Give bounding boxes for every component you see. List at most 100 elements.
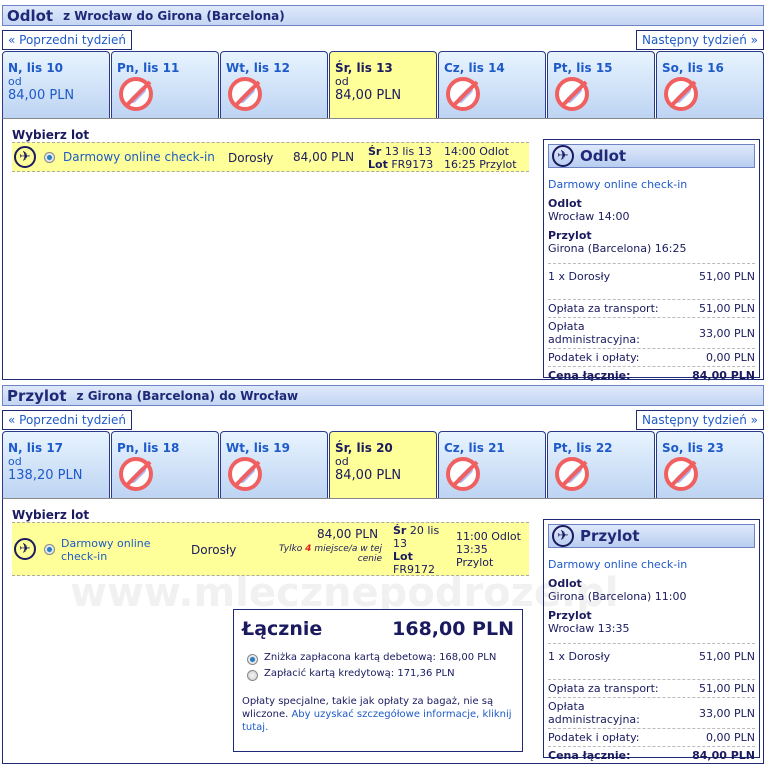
tab-price: 84,00 PLN	[8, 88, 75, 103]
summary-key: Podatek i opłaty:	[548, 731, 640, 744]
tab-date: Cz, lis 21	[444, 441, 505, 455]
summary-key: 1 x Dorosły	[548, 270, 611, 283]
section-route: z Wrocław do Girona (Barcelona)	[63, 8, 285, 23]
summary-key: Cena łącznie:	[548, 749, 631, 762]
summary-dep-label: Odlot	[548, 197, 582, 210]
summary-row: Opłata administracyjna: 33,00 PLN	[548, 317, 755, 348]
date-tab[interactable]: Wt, lis 19	[220, 431, 328, 499]
flight-number: FR9172	[393, 563, 435, 576]
summary-value: 0,00 PLN	[706, 731, 755, 744]
debit-option-label: Zniżka zapłacona kartą debetową: 168,00 …	[264, 652, 497, 663]
date-tab[interactable]: Wt, lis 12	[220, 51, 328, 119]
section-header: Przylot z Girona (Barcelona) do Wrocław	[2, 385, 764, 406]
no-flights-icon	[228, 77, 262, 111]
seats-note-prefix: Tylko	[279, 544, 303, 554]
seats-note: Tylko 4 miejsce/a w tej cenie	[252, 544, 382, 564]
credit-option-label: Zapłacić kartą kredytową: 171,36 PLN	[264, 668, 455, 679]
flight-row[interactable]: ✈ Darmowy online check-in Dorosły 84,00 PLN…	[12, 142, 529, 172]
no-flights-icon	[446, 457, 480, 491]
summary-arr-label: Przylot	[548, 229, 592, 242]
tab-date: Cz, lis 14	[444, 61, 505, 75]
summary-row: Opłata za transport: 51,00 PLN	[548, 299, 755, 317]
date-tab[interactable]: Pn, lis 11	[111, 51, 219, 119]
tab-date: Śr, lis 20	[335, 441, 393, 455]
flight-price: 84,00 PLN	[317, 527, 379, 541]
next-week-button[interactable]: Następny tydzień »	[635, 410, 764, 430]
date-tab[interactable]: Cz, lis 14	[438, 51, 546, 119]
date-tab[interactable]: Pt, lis 22	[547, 431, 655, 499]
summary-value: 51,00 PLN	[699, 302, 755, 315]
summary-key: Opłata administracyjna:	[548, 700, 640, 726]
seats-count: 4	[305, 544, 312, 554]
credit-card-radio[interactable]	[247, 670, 258, 681]
departure-time: 11:00 Odlot	[456, 530, 521, 543]
arrival-time: 13:35 Przylot	[456, 543, 494, 569]
prev-week-button[interactable]: « Poprzedni tydzień	[2, 30, 132, 50]
fare-type-link[interactable]: Darmowy online check-in	[63, 150, 215, 164]
date-tab[interactable]: So, lis 16	[656, 51, 764, 119]
tab-date: Pt, lis 15	[553, 61, 613, 75]
date-tab[interactable]: Pt, lis 15	[547, 51, 655, 119]
flight-times: 11:00 Odlot 13:35 Przylot	[456, 530, 528, 569]
flight-price: 84,00 PLN	[293, 150, 355, 164]
tab-date: Wt, lis 19	[226, 441, 290, 455]
summary-dep: Wrocław 14:00	[548, 210, 630, 223]
flight-radio[interactable]	[44, 152, 55, 163]
date-tab[interactable]: So, lis 23	[656, 431, 764, 499]
summary-value: 0,00 PLN	[706, 351, 755, 364]
day-label: Śr	[393, 524, 407, 537]
summary-arr: Girona (Barcelona) 16:25	[548, 242, 687, 255]
tab-price: 84,00 PLN	[335, 88, 402, 103]
summary-row: Cena łącznie: 84,00 PLN	[548, 746, 755, 764]
date-tabs: N, lis 10 od 84,00 PLN Pn, lis 11 Wt, lis 12…	[2, 51, 764, 119]
summary-row: Cena łącznie: 84,00 PLN	[548, 366, 755, 384]
next-week-button[interactable]: Następny tydzień »	[635, 30, 764, 50]
summary-value: 33,00 PLN	[699, 326, 755, 340]
date-tab[interactable]: Śr, lis 13 od 84,00 PLN	[329, 51, 437, 119]
tab-date: Pn, lis 18	[117, 441, 180, 455]
no-flights-icon	[119, 77, 153, 111]
debit-card-radio[interactable]	[247, 654, 258, 665]
summary-key: Opłata za transport:	[548, 682, 659, 695]
tab-price: 138,20 PLN	[8, 468, 83, 483]
summary-fare: Darmowy online check-in	[548, 558, 688, 571]
no-flights-icon	[228, 457, 262, 491]
summary-row: 1 x Dorosły 51,00 PLN	[548, 263, 755, 289]
summary-title: Przylot	[580, 527, 640, 545]
tab-date: Pt, lis 22	[553, 441, 613, 455]
summary-row: Podatek i opłaty: 0,00 PLN	[548, 348, 755, 366]
total-amount: 168,00 PLN	[392, 618, 514, 640]
choose-flight-label: Wybierz lot	[12, 128, 90, 142]
summary-key: Opłata administracyjna:	[548, 320, 640, 346]
plane-icon: ✈	[14, 146, 36, 168]
section-title: Przylot	[7, 386, 67, 405]
flight-row[interactable]: ✈ Darmowy online check-in Dorosły 84,00 PLN…	[12, 522, 529, 576]
flight-radio[interactable]	[44, 544, 55, 555]
date-tab[interactable]: N, lis 17 od 138,20 PLN	[2, 431, 110, 499]
no-flights-icon	[664, 77, 698, 111]
prev-week-button[interactable]: « Poprzedni tydzień	[2, 410, 132, 430]
no-flights-icon	[664, 457, 698, 491]
summary-row: Opłata za transport: 51,00 PLN	[548, 679, 755, 697]
tab-date: So, lis 23	[662, 441, 724, 455]
flight-panel	[2, 118, 764, 380]
summary-key: Podatek i opłaty:	[548, 351, 640, 364]
date-tabs: N, lis 17 od 138,20 PLN Pn, lis 18 Wt, lis 1…	[2, 431, 764, 499]
fees-details-link[interactable]: Aby uzyskać szczegółowe informacje, klik…	[242, 709, 512, 733]
date-tab[interactable]: N, lis 10 od 84,00 PLN	[2, 51, 110, 119]
tab-from-label: od	[335, 75, 349, 88]
date-tab[interactable]: Śr, lis 20 od 84,00 PLN	[329, 431, 437, 499]
arrival-time: 16:25 Przylot	[444, 158, 517, 171]
no-flights-icon	[119, 457, 153, 491]
section-title: Odlot	[7, 6, 54, 25]
tab-price: 84,00 PLN	[335, 468, 402, 483]
summary-key: 1 x Dorosły	[548, 650, 611, 663]
date-tab[interactable]: Cz, lis 21	[438, 431, 546, 499]
fare-type-link[interactable]: Darmowy online check-in	[61, 537, 151, 563]
total-label: Łącznie	[242, 618, 323, 640]
summary-fare: Darmowy online check-in	[548, 178, 688, 191]
date-tab[interactable]: Pn, lis 18	[111, 431, 219, 499]
summary-value: 51,00 PLN	[699, 682, 755, 695]
seats-note-suffix: miejsce/a w tej cenie	[314, 544, 382, 564]
summary-header: ✈ Przylot	[548, 524, 755, 548]
